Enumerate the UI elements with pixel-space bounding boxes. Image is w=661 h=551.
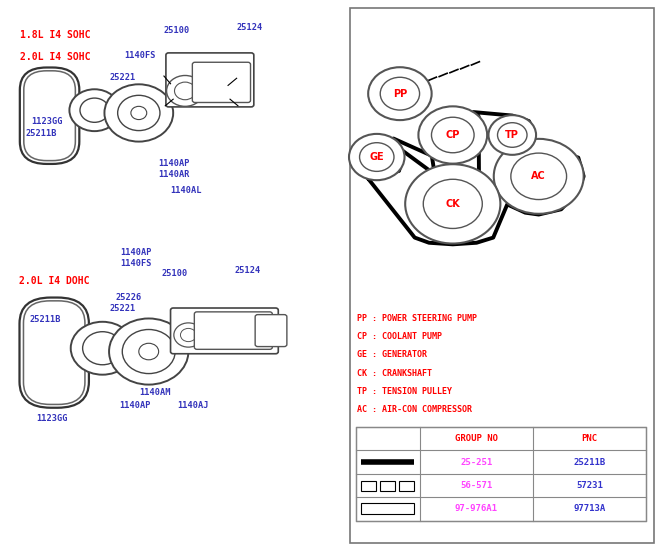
Circle shape	[488, 115, 536, 155]
Circle shape	[380, 77, 420, 110]
Circle shape	[360, 143, 394, 171]
Text: TP : TENSION PULLEY: TP : TENSION PULLEY	[357, 387, 452, 396]
Text: PP: PP	[393, 89, 407, 99]
Circle shape	[122, 329, 175, 374]
Text: 56-571: 56-571	[460, 481, 492, 490]
Circle shape	[368, 67, 432, 120]
Text: 1140AJ: 1140AJ	[177, 401, 209, 410]
Text: AC : AIR-CON COMPRESSOR: AC : AIR-CON COMPRESSOR	[357, 405, 472, 414]
Circle shape	[432, 117, 474, 153]
Circle shape	[139, 343, 159, 360]
Text: PP : POWER STEERING PUMP: PP : POWER STEERING PUMP	[357, 314, 477, 323]
Circle shape	[131, 106, 147, 120]
Circle shape	[418, 106, 487, 164]
Text: 2.0L I4 SOHC: 2.0L I4 SOHC	[20, 52, 91, 62]
Circle shape	[109, 318, 188, 385]
Text: TP: TP	[506, 130, 519, 140]
Text: 25226: 25226	[74, 104, 100, 112]
Circle shape	[167, 75, 204, 106]
Text: 1140AP: 1140AP	[159, 159, 190, 168]
Text: 1140FS: 1140FS	[124, 51, 156, 60]
Bar	[356, 427, 646, 521]
Text: 25-251: 25-251	[460, 458, 492, 467]
Text: 25100: 25100	[164, 26, 190, 35]
Text: 97-976A1: 97-976A1	[455, 505, 498, 514]
Bar	[361, 504, 414, 515]
Bar	[361, 480, 376, 490]
Text: GE: GE	[369, 152, 384, 162]
Circle shape	[180, 328, 196, 342]
Text: 25221: 25221	[109, 73, 136, 82]
Text: 25211B: 25211B	[30, 315, 61, 324]
Text: 1123GG: 1123GG	[32, 117, 63, 126]
Text: 25124: 25124	[235, 266, 261, 274]
Text: 1140AP: 1140AP	[119, 401, 151, 410]
Text: 1140AL: 1140AL	[171, 186, 202, 195]
Circle shape	[511, 153, 566, 199]
Circle shape	[118, 95, 160, 131]
Text: CK: CK	[446, 199, 460, 209]
Text: 25211B: 25211B	[25, 129, 57, 138]
Circle shape	[498, 123, 527, 147]
Text: CP : COOLANT PUMP: CP : COOLANT PUMP	[357, 332, 442, 341]
Text: 25211B: 25211B	[574, 458, 606, 467]
Circle shape	[494, 139, 584, 214]
FancyBboxPatch shape	[255, 315, 287, 347]
FancyBboxPatch shape	[192, 62, 251, 102]
Text: PNC: PNC	[582, 434, 598, 443]
Text: 1140AM: 1140AM	[139, 388, 171, 397]
Text: 1140AP: 1140AP	[120, 248, 152, 257]
Circle shape	[405, 164, 500, 244]
FancyBboxPatch shape	[166, 53, 254, 107]
Text: 1.8L I4 SOHC: 1.8L I4 SOHC	[20, 30, 91, 40]
Text: 57231: 57231	[576, 481, 603, 490]
Circle shape	[349, 134, 405, 180]
Circle shape	[69, 89, 120, 131]
Bar	[350, 8, 654, 543]
Circle shape	[80, 98, 109, 122]
FancyBboxPatch shape	[171, 308, 278, 354]
Circle shape	[423, 179, 483, 229]
Text: 1140AR: 1140AR	[159, 170, 190, 179]
Text: 25124: 25124	[237, 23, 263, 32]
Bar	[380, 480, 395, 490]
Text: AC: AC	[531, 171, 546, 181]
Circle shape	[83, 332, 122, 365]
Text: 25100: 25100	[162, 269, 188, 278]
Circle shape	[104, 84, 173, 142]
Text: GE : GENERATOR: GE : GENERATOR	[357, 350, 427, 359]
Text: 25221: 25221	[109, 304, 136, 313]
Circle shape	[175, 82, 196, 100]
Text: 2.0L I4 DOHC: 2.0L I4 DOHC	[19, 276, 89, 285]
Text: GROUP NO: GROUP NO	[455, 434, 498, 443]
Text: 25226: 25226	[116, 293, 142, 302]
Text: 1140FS: 1140FS	[120, 259, 152, 268]
Text: 1123GG: 1123GG	[36, 414, 68, 423]
Text: CP: CP	[446, 130, 460, 140]
Text: CK : CRANKSHAFT: CK : CRANKSHAFT	[357, 369, 432, 377]
FancyBboxPatch shape	[194, 312, 272, 349]
Text: 97713A: 97713A	[574, 505, 606, 514]
Bar	[399, 480, 414, 490]
Circle shape	[71, 322, 134, 375]
Circle shape	[174, 323, 203, 347]
